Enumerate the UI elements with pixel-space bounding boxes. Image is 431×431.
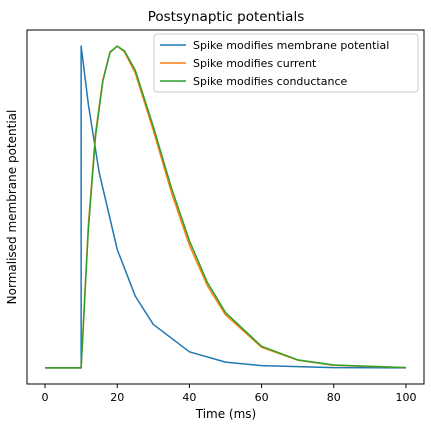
legend: Spike modifies membrane potential Spike m… [153, 33, 419, 93]
x-axis-label: Time (ms) [195, 407, 257, 421]
series-lines [45, 45, 406, 369]
plot-area [26, 29, 425, 385]
chart-title: Postsynaptic potentials [148, 9, 305, 25]
series-line-1 [45, 45, 406, 369]
y-axis-label: Normalised membrane potential [5, 110, 19, 305]
legend-box [153, 33, 419, 93]
legend-label-1: Spike modifies membrane potential [193, 39, 389, 52]
legend-label-3: Spike modifies conductance [193, 75, 347, 88]
x-axis: 0 20 40 60 80 100 [42, 384, 416, 404]
series-line-3 [45, 45, 406, 369]
x-tick-label: 0 [42, 391, 49, 404]
legend-label-2: Spike modifies current [193, 57, 317, 70]
x-tick-label: 100 [395, 391, 416, 404]
plot-frame [26, 29, 425, 385]
x-tick-label: 80 [327, 391, 341, 404]
x-tick-label: 20 [110, 391, 124, 404]
x-tick-label: 60 [255, 391, 269, 404]
x-tick-label: 40 [182, 391, 196, 404]
